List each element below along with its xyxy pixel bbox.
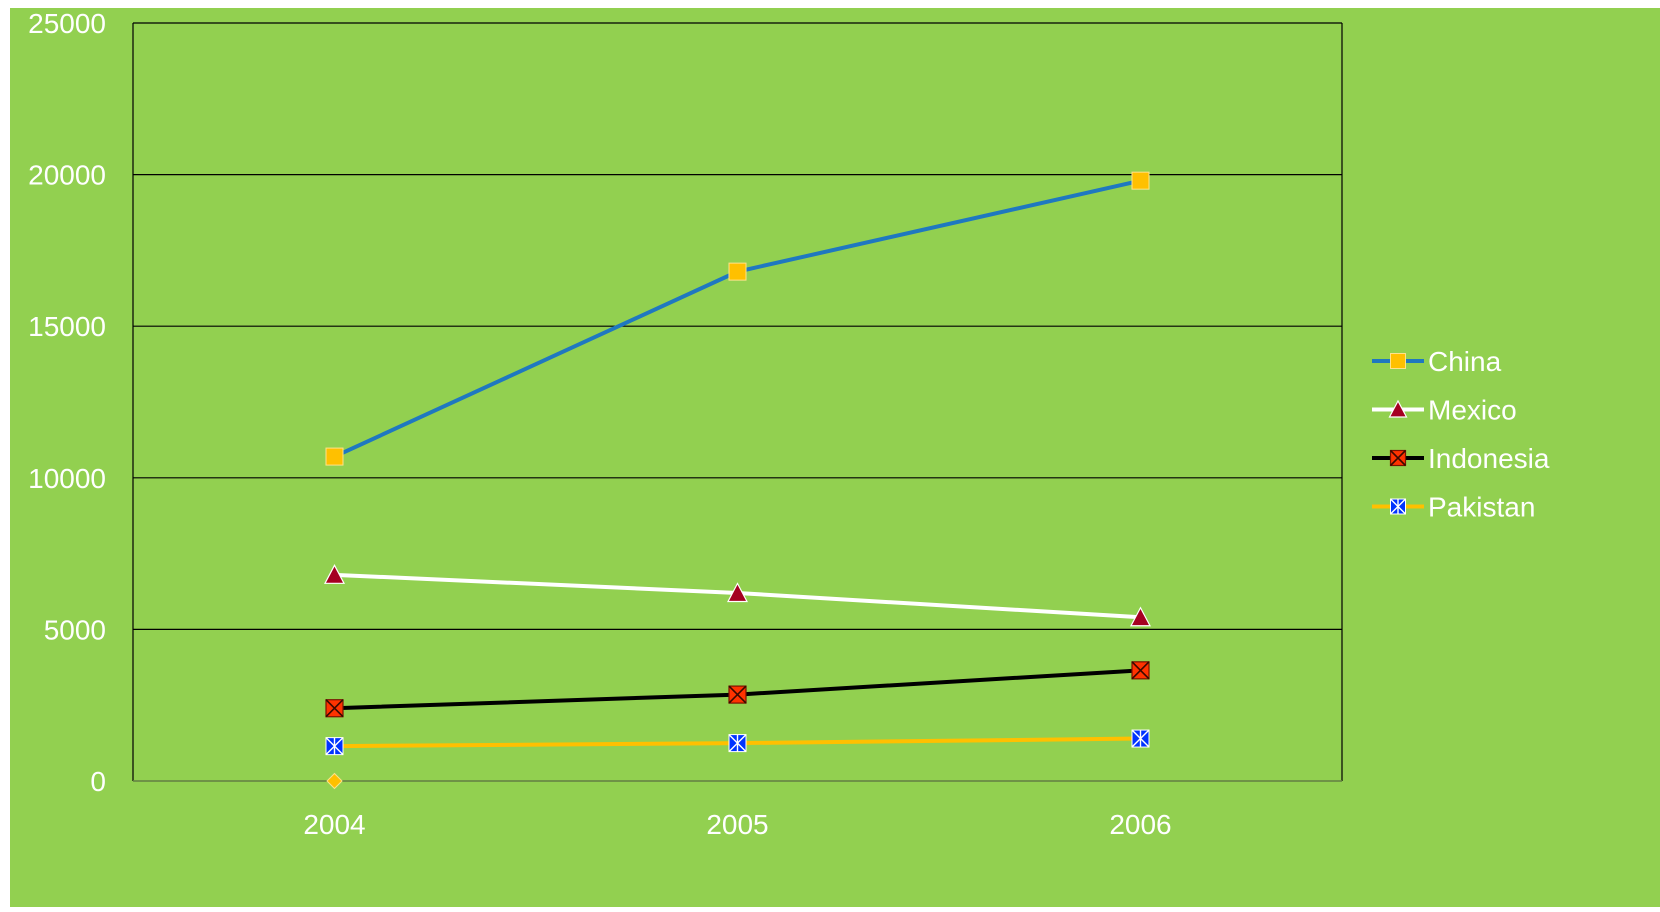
chart-panel: 0 5000 10000 15000 20000 25000 2004 2005 2006 C…	[10, 8, 1660, 907]
legend-swatch-marker	[1390, 498, 1406, 515]
y-tick-label: 10000	[28, 463, 106, 494]
data-point-china	[325, 447, 344, 466]
y-tick-label: 20000	[28, 160, 106, 191]
series-lines	[324, 171, 1151, 790]
legend-swatch-marker	[1389, 449, 1407, 467]
data-point-extra	[326, 772, 343, 790]
x-axis-tick-labels: 2004 2005 2006	[303, 809, 1171, 840]
data-point-mexico	[1130, 606, 1151, 627]
legend-item-china: China	[1372, 346, 1502, 377]
x-tick-label: 2005	[706, 809, 768, 840]
data-point-pakistan	[1131, 729, 1150, 748]
legend-item-mexico: Mexico	[1372, 395, 1517, 426]
legend-item-indonesia: Indonesia	[1372, 443, 1550, 474]
line-chart: 0 5000 10000 15000 20000 25000 2004 2005 2006 C…	[10, 8, 1660, 907]
y-axis-tick-labels: 0 5000 10000 15000 20000 25000	[28, 8, 106, 797]
data-point-mexico	[727, 582, 748, 603]
legend-label: Indonesia	[1428, 443, 1550, 474]
y-tick-label: 0	[90, 766, 106, 797]
data-point-indonesia	[1131, 661, 1150, 680]
data-point-mexico	[324, 564, 345, 584]
data-point-indonesia	[728, 685, 747, 704]
x-tick-label: 2004	[303, 809, 365, 840]
y-tick-label: 25000	[28, 8, 106, 39]
legend-label: China	[1428, 346, 1502, 377]
legend-swatch-marker	[1388, 399, 1408, 418]
data-point-pakistan	[325, 737, 344, 756]
y-tick-label: 5000	[44, 614, 106, 645]
y-tick-label: 15000	[28, 311, 106, 342]
data-point-indonesia	[325, 699, 344, 718]
data-point-china	[728, 262, 747, 281]
legend: China Mexico Indonesia Pakistan	[1372, 346, 1550, 523]
data-point-china	[1131, 171, 1150, 190]
data-point-pakistan	[728, 734, 747, 753]
x-tick-label: 2006	[1109, 809, 1171, 840]
legend-label: Pakistan	[1428, 492, 1535, 523]
legend-label: Mexico	[1428, 395, 1517, 426]
legend-swatch-marker	[1390, 353, 1406, 369]
legend-item-pakistan: Pakistan	[1372, 492, 1535, 523]
